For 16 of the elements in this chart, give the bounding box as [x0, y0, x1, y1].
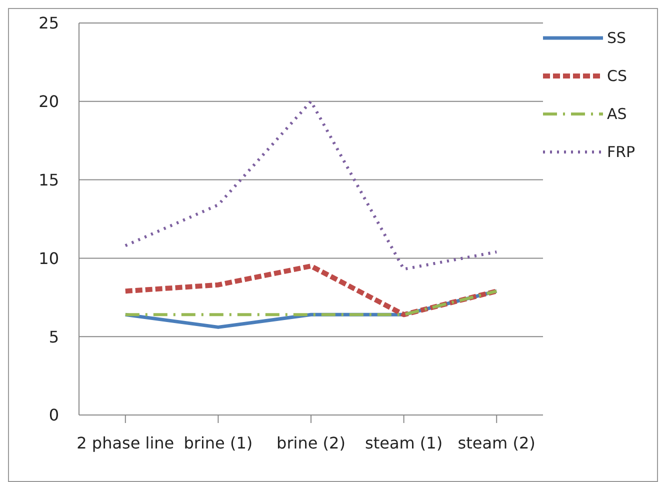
- x-tick-label: steam (1): [365, 433, 443, 452]
- line-series: [124, 100, 498, 271]
- legend-label: AS: [607, 105, 627, 123]
- y-tick-label: 0: [48, 406, 59, 425]
- legend-label: CS: [607, 67, 627, 85]
- legend-label: FRP: [607, 143, 636, 161]
- y-tick-label: 5: [48, 327, 59, 346]
- y-tick-label: 20: [38, 92, 59, 112]
- y-tick-label: 15: [38, 170, 59, 190]
- y-tick-label: 25: [38, 14, 59, 33]
- legend-label: SS: [607, 29, 626, 47]
- x-tick-label: 2 phase line: [76, 433, 174, 452]
- x-tick-label: brine (1): [184, 433, 253, 452]
- x-tick-label: brine (2): [276, 433, 346, 452]
- x-tick-label: steam (2): [458, 433, 536, 452]
- y-tick-label: 10: [38, 248, 59, 268]
